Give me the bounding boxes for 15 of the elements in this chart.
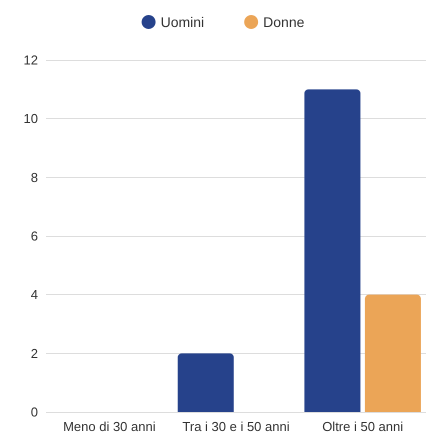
y-tick-label: 0: [30, 404, 38, 420]
y-tick-label: 6: [30, 228, 38, 244]
bar: [364, 294, 421, 412]
x-tick-label: Tra i 30 e i 50 anni: [182, 419, 290, 434]
legend-label: Donne: [263, 14, 305, 30]
bar: [178, 353, 234, 412]
x-tick-label: Oltre i 50 anni: [322, 419, 404, 434]
y-tick-label: 12: [24, 52, 38, 68]
bar: [304, 89, 360, 412]
legend-label: Uomini: [160, 14, 204, 30]
y-tick-label: 8: [30, 170, 38, 185]
y-tick-label: 10: [24, 111, 38, 126]
x-tick-label: Meno di 30 anni: [63, 419, 156, 434]
y-tick-label: 2: [30, 346, 38, 361]
y-tick-label: 4: [30, 287, 38, 302]
